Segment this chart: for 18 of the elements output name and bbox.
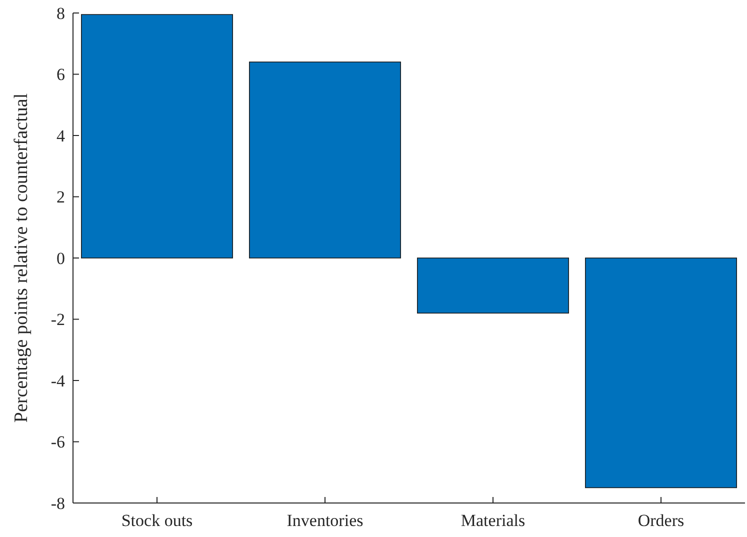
y-tick-label: 6: [56, 65, 65, 84]
bar: [585, 258, 737, 488]
y-tick-label: 0: [56, 248, 65, 268]
x-tick-label: Inventories: [286, 511, 364, 530]
y-axis-title: Percentage points relative to counterfactual: [11, 93, 32, 423]
bar: [417, 258, 569, 314]
bar: [81, 14, 233, 258]
y-tick-label: 2: [56, 188, 65, 207]
y-tick-label: -2: [50, 310, 65, 330]
y-tick-label: -8: [50, 494, 65, 513]
y-tick-label: -6: [50, 432, 65, 452]
y-tick-label: 8: [56, 4, 65, 23]
y-tick-label: -4: [50, 371, 66, 390]
y-tick-label: 4: [56, 126, 66, 146]
x-tick-label: Materials: [460, 511, 526, 530]
x-tick-label: Orders: [638, 511, 684, 530]
bar: [249, 62, 401, 258]
x-tick-label: Stock outs: [121, 511, 193, 530]
